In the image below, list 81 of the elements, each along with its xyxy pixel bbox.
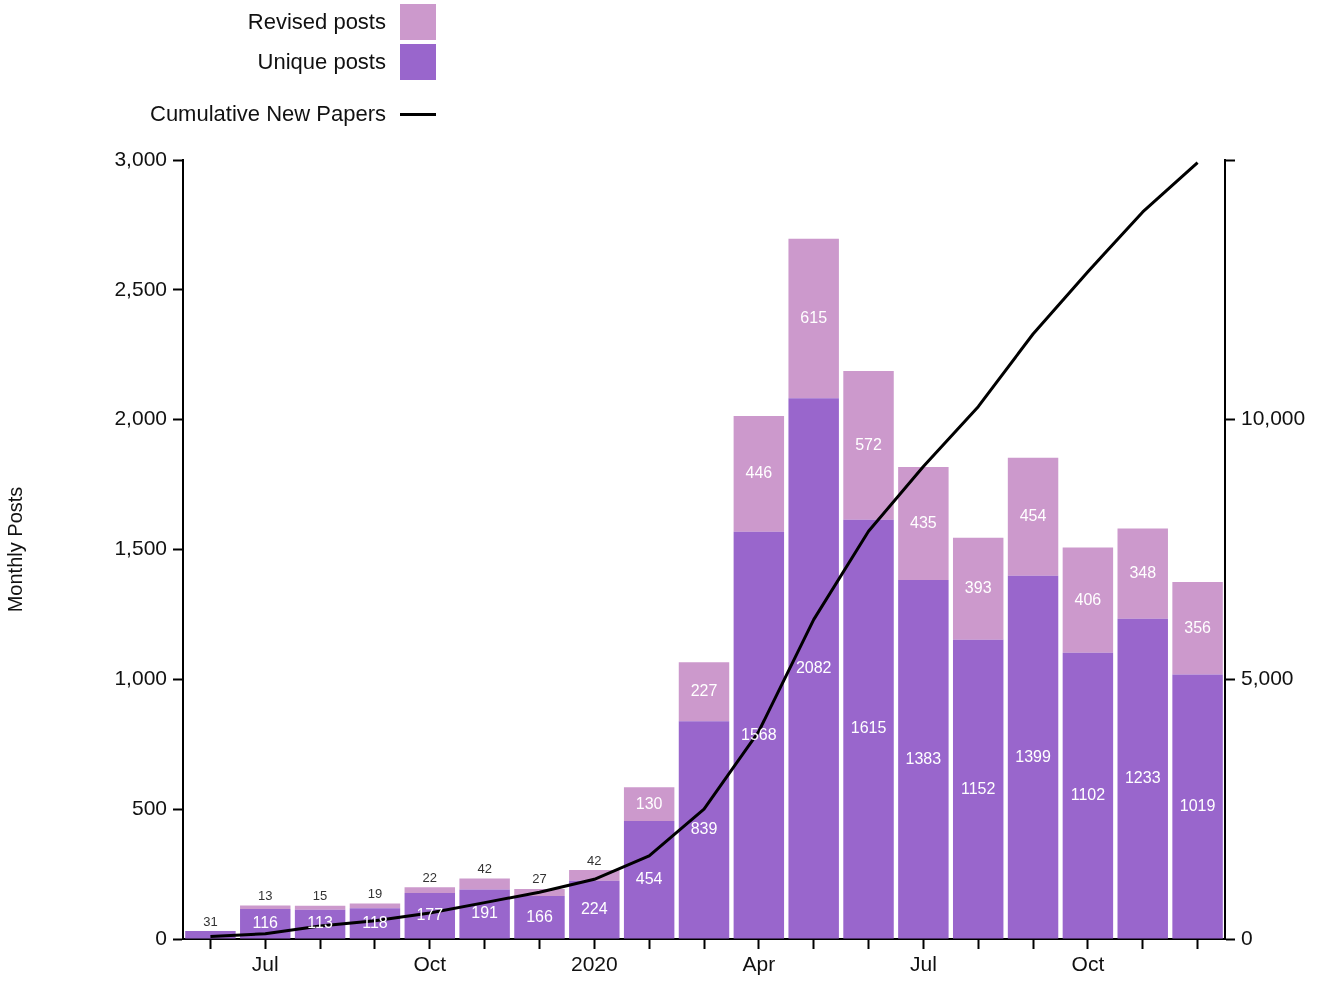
data-label: 27 [532, 871, 547, 887]
data-label: 227 [690, 682, 718, 700]
bar [788, 398, 839, 939]
data-label: 13 [258, 888, 273, 904]
y-tick-label: 0 [155, 925, 167, 949]
y-tick-label: 1,500 [114, 536, 167, 560]
bar [952, 639, 1004, 939]
data-label: 116 [252, 914, 279, 932]
bar [569, 880, 620, 939]
bar [898, 466, 949, 580]
legend-label: Cumulative New Papers [150, 101, 386, 127]
y-tick-label: 500 [131, 795, 167, 819]
data-label: 1152 [961, 779, 996, 797]
bar [1117, 528, 1168, 619]
data-label: 446 [745, 464, 773, 482]
data-label: 1233 [1124, 769, 1161, 787]
data-label: 130 [635, 794, 663, 812]
data-label: 42 [587, 852, 602, 868]
x-tick-label: 2020 [570, 952, 618, 976]
bar [843, 371, 894, 520]
y-axis-title: Monthly Posts [3, 486, 26, 613]
bar [1007, 575, 1059, 939]
x-tick-label: Oct [1071, 952, 1105, 976]
data-label: 348 [1129, 564, 1157, 582]
bar [678, 662, 730, 722]
bar [514, 895, 565, 939]
y-tick-label: 2,500 [114, 276, 167, 300]
data-label: 1383 [905, 749, 942, 767]
bar [294, 905, 346, 910]
data-label: 454 [635, 870, 663, 888]
data-label: 454 [1019, 507, 1047, 525]
data-label: 406 [1074, 590, 1102, 608]
data-label: 19 [367, 886, 383, 901]
bar [1172, 674, 1223, 939]
bar [404, 887, 456, 894]
x-tick-label: Jul [251, 952, 279, 976]
bar [1007, 457, 1059, 576]
bar [1117, 618, 1168, 939]
bar [898, 579, 949, 939]
data-label: 393 [964, 579, 992, 597]
y2-tick-label: 5,000 [1241, 666, 1294, 690]
data-label: 839 [690, 820, 718, 838]
y2-tick-label: 0 [1241, 925, 1253, 949]
legend-label: Revised posts [247, 9, 386, 35]
bar [459, 878, 510, 890]
data-label: 356 [1184, 618, 1212, 636]
bar [678, 721, 730, 939]
x-tick-label: Apr [742, 952, 776, 976]
data-label: 22 [422, 869, 438, 885]
data-label: 166 [526, 907, 553, 925]
x-tick-label: Oct [413, 952, 447, 976]
data-label: 224 [580, 900, 608, 918]
y-tick-label: 2,000 [114, 406, 167, 430]
data-label: 42 [477, 861, 492, 877]
data-label: 435 [910, 513, 937, 531]
x-tick-label: Jul [909, 952, 937, 976]
data-label: 1615 [850, 719, 887, 737]
bar [1062, 547, 1114, 653]
bar [349, 903, 401, 909]
bar [623, 821, 675, 939]
y-tick-label: 1,000 [114, 666, 167, 690]
data-label: 615 [800, 308, 828, 326]
legend-label: Unique posts [257, 49, 386, 75]
bar [733, 416, 785, 532]
data-label: 572 [855, 435, 882, 453]
data-label: 191 [471, 904, 499, 922]
data-label: 15 [312, 888, 328, 904]
data-label: 1399 [1015, 747, 1051, 765]
bar [843, 519, 894, 939]
bar [1172, 581, 1223, 675]
bar [733, 531, 785, 939]
bar [459, 889, 510, 939]
data-label: 1102 [1070, 786, 1106, 804]
data-label: 1019 [1179, 796, 1216, 814]
bar [788, 238, 839, 399]
bar [1062, 652, 1114, 939]
bar [952, 537, 1004, 640]
y-tick-label: 3,000 [114, 146, 167, 170]
y2-tick-label: 10,000 [1241, 406, 1306, 430]
data-label: 2082 [795, 658, 832, 676]
data-label: 31 [203, 913, 218, 929]
